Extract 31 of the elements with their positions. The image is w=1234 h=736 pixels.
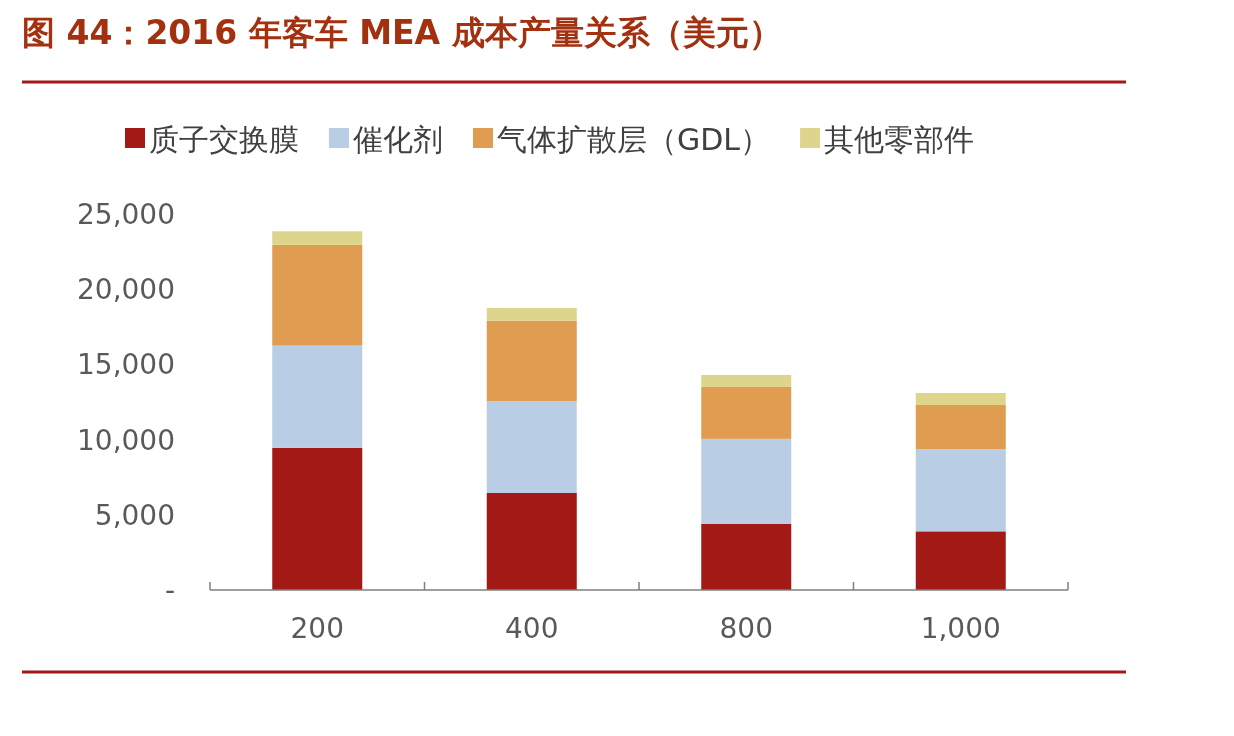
x-tick-label: 1,000	[920, 612, 1001, 645]
legend-label: 其他零部件	[824, 122, 975, 157]
bar	[486, 308, 577, 321]
y-tick-label: -	[164, 574, 175, 607]
x-tick-label: 200	[290, 612, 344, 645]
y-tick-label: 10,000	[77, 423, 175, 457]
bar	[915, 531, 1006, 590]
bar	[486, 401, 577, 493]
x-tick-label: 400	[505, 612, 559, 645]
y-tick-label: 25,000	[77, 198, 175, 231]
bar	[272, 345, 363, 448]
bar	[701, 374, 792, 387]
bar	[486, 320, 577, 402]
legend-label: 气体扩散层（GDL）	[497, 122, 771, 157]
y-tick-label: 20,000	[77, 273, 175, 307]
y-tick-label: 15,000	[77, 348, 175, 382]
bar	[272, 447, 363, 590]
bar	[701, 523, 792, 590]
chart-title: 图 44：2016 年客车 MEA 成本产量关系（美元）	[22, 13, 782, 52]
bar	[272, 244, 363, 346]
bar	[701, 386, 792, 439]
x-tick-label: 800	[719, 612, 773, 645]
legend-label: 催化剂	[353, 122, 443, 157]
bar	[272, 231, 363, 245]
bar	[915, 405, 1006, 450]
bar	[486, 492, 577, 590]
legend-label: 质子交换膜	[149, 122, 299, 157]
y-tick-label: 5,000	[94, 498, 175, 532]
bar	[915, 449, 1006, 532]
bar	[915, 392, 1006, 406]
bar	[701, 438, 792, 524]
